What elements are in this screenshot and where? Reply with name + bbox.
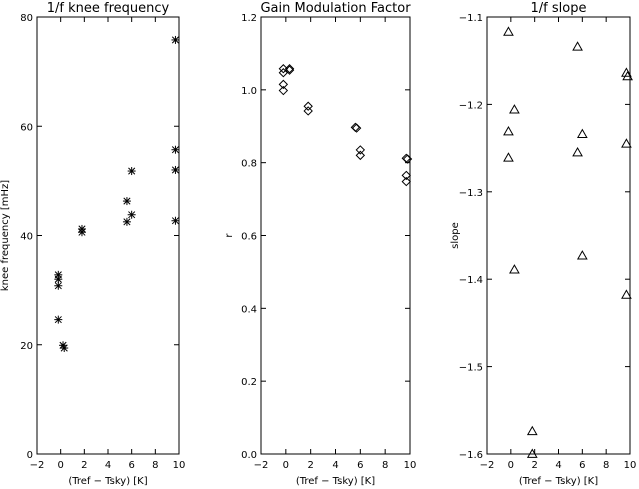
x-tick-label: 10 — [173, 460, 186, 471]
x-tick-label: 10 — [624, 460, 637, 471]
data-points — [503, 26, 633, 458]
data-point — [526, 448, 538, 458]
data-point — [171, 35, 180, 44]
y-tick-label: −1.1 — [459, 13, 483, 24]
y-tick-label: 40 — [20, 232, 33, 243]
y-tick-label: 0.0 — [241, 450, 257, 461]
data-points — [278, 64, 413, 187]
x-tick-label: −2 — [480, 460, 495, 471]
data-point — [278, 64, 289, 74]
x-tick-label: 4 — [555, 460, 561, 471]
data-point — [622, 70, 633, 81]
data-point — [77, 228, 86, 237]
x-tick-label: 4 — [105, 460, 111, 471]
plot-frame — [260, 16, 411, 455]
y-axis-label: slope — [450, 222, 461, 249]
y-tick-label: 0.8 — [241, 159, 257, 170]
data-point — [621, 289, 632, 299]
data-point — [503, 152, 514, 162]
y-tick-label: 0.6 — [241, 232, 257, 243]
data-point — [278, 68, 289, 78]
x-tick-label: 8 — [603, 460, 609, 471]
plot-frame — [36, 16, 180, 455]
x-tick-label: 2 — [531, 460, 537, 471]
y-tick-label: −1.6 — [459, 450, 483, 461]
data-point — [127, 167, 136, 176]
data-point — [621, 67, 632, 77]
data-point — [60, 344, 69, 353]
data-point — [401, 170, 411, 181]
data-point — [526, 425, 538, 436]
plot-frame — [486, 16, 631, 455]
x-tick-label: 6 — [128, 460, 134, 471]
x-tick-label: 2 — [307, 460, 313, 471]
x-tick-label: 0 — [283, 460, 289, 471]
x-tick-label: 8 — [382, 460, 388, 471]
y-tick-label: 80 — [20, 13, 33, 24]
data-point — [401, 176, 411, 187]
x-tick-label: 2 — [81, 460, 87, 471]
x-tick-label: 10 — [404, 460, 417, 471]
x-tick-label: −2 — [254, 460, 269, 471]
x-axis-label: (Tref − Tsky) [K] — [68, 476, 147, 487]
y-tick-label: 0 — [27, 450, 33, 461]
x-tick-label: 6 — [579, 460, 585, 471]
y-tick-label: 1.0 — [241, 86, 257, 97]
y-axis-label: r — [224, 233, 235, 238]
data-point — [402, 154, 413, 164]
data-point — [351, 123, 362, 133]
x-tick-label: 8 — [152, 460, 158, 471]
x-tick-label: 0 — [57, 460, 63, 471]
data-point — [171, 165, 180, 174]
knee-panel: 1/f knee frequency−2 0 2 4 6 8 10020406080(Tre… — [0, 1, 185, 487]
data-point — [509, 104, 520, 114]
data-point — [278, 85, 289, 96]
slope-panel: 1/f slope −2 0 2 4 6 8 10 −1.6 −1.5 −1.4 −1.3 −1.2 −1… — [450, 1, 636, 487]
data-point — [54, 281, 63, 290]
data-point — [122, 217, 131, 226]
gain-panel: Gain Modulation Factor −2 0 2 4 6 8 10 0.0 0.2 0.4… — [224, 1, 416, 487]
data-point — [303, 106, 313, 116]
chart-title: 1/f slope — [531, 1, 587, 16]
y-tick-label: −1.2 — [459, 100, 483, 111]
data-point — [572, 146, 583, 157]
y-tick-label: 60 — [20, 122, 33, 133]
y-axis-label: knee frequency [mHz] — [0, 180, 11, 291]
data-point — [576, 250, 588, 260]
data-point — [303, 101, 313, 111]
x-axis-label: (Tref − Tsky) [K] — [296, 476, 375, 487]
data-point — [621, 138, 632, 148]
data-point — [572, 41, 583, 51]
x-tick-label: 6 — [357, 460, 363, 471]
chart-title: Gain Modulation Factor — [260, 1, 411, 16]
data-points — [54, 35, 180, 353]
data-point — [122, 197, 131, 206]
data-point — [284, 64, 295, 74]
data-point — [509, 264, 520, 274]
y-tick-label: −1.5 — [459, 363, 483, 374]
y-tick-label: 20 — [20, 341, 33, 352]
y-tick-label: 0.4 — [241, 304, 257, 315]
y-tick-label: 0.2 — [241, 377, 257, 388]
data-point — [503, 26, 514, 36]
data-point — [355, 145, 366, 155]
x-axis-label: (Tref − Tsky) [K] — [519, 476, 598, 487]
x-tick-label: 0 — [508, 460, 514, 471]
data-point — [278, 79, 289, 90]
data-point — [576, 128, 588, 138]
y-tick-label: −1.3 — [459, 188, 483, 199]
y-tick-label: 1.2 — [241, 13, 257, 24]
x-tick-label: 4 — [332, 460, 338, 471]
data-point — [127, 210, 136, 219]
data-point — [355, 150, 366, 161]
data-point — [284, 65, 295, 75]
data-point — [503, 125, 514, 136]
data-point — [171, 216, 180, 225]
y-tick-label: −1.4 — [459, 275, 483, 286]
x-tick-label: −2 — [30, 460, 45, 471]
chart-title: 1/f knee frequency — [47, 1, 170, 16]
data-point — [54, 315, 63, 324]
data-point — [171, 145, 180, 154]
